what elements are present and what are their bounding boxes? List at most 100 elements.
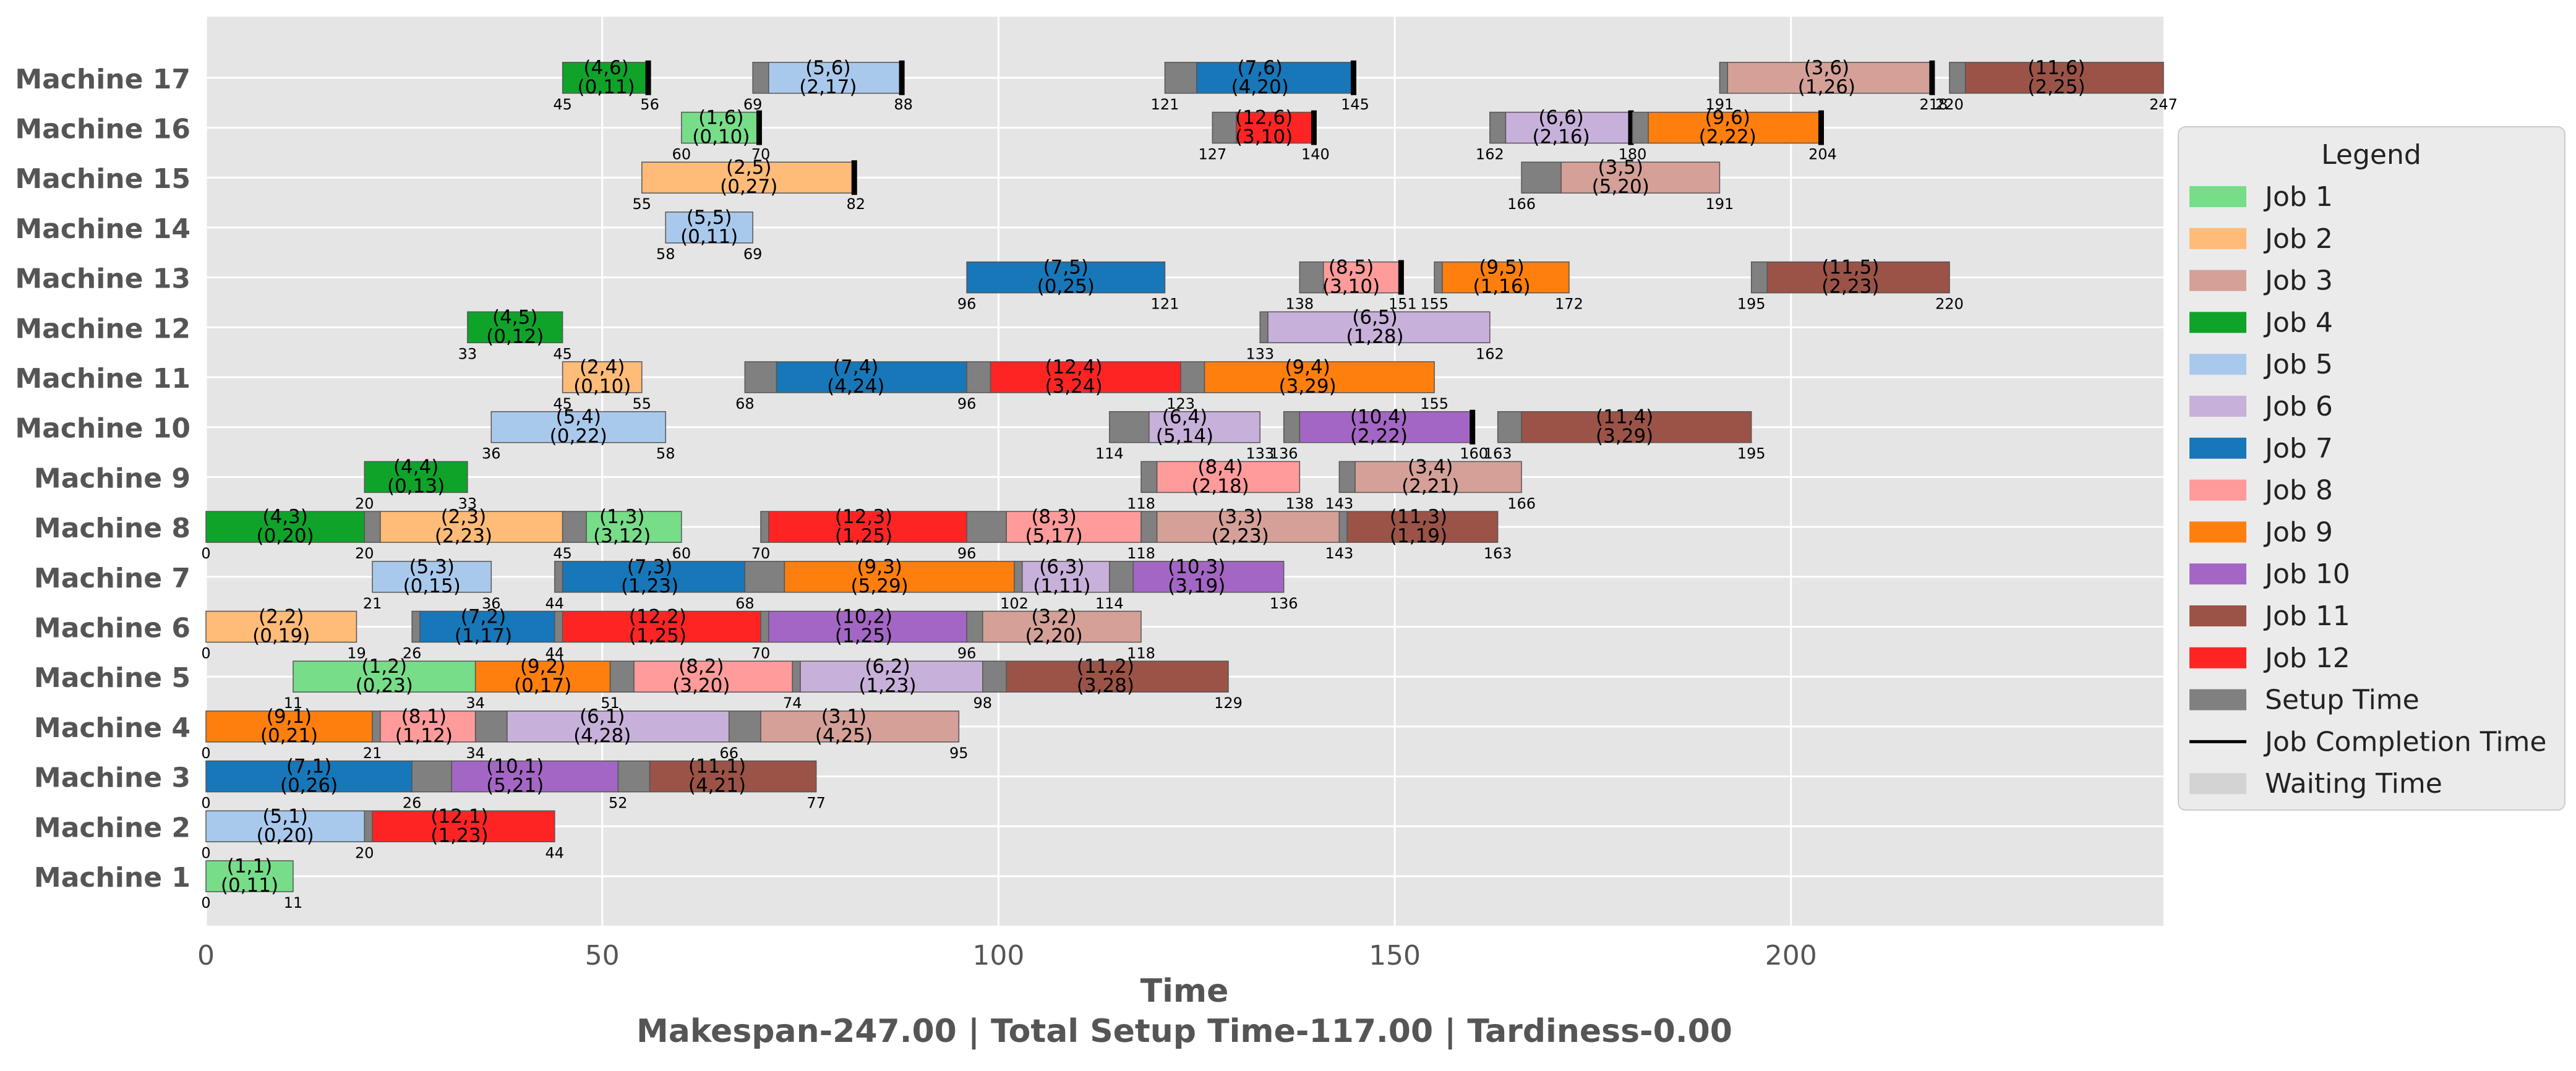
setup-bar xyxy=(1338,511,1348,543)
start-time-label: 60 xyxy=(672,146,691,163)
operation-label: (2,2) xyxy=(259,606,304,628)
operation-(2,4): (2,4)(0,10)45 55 xyxy=(553,356,651,412)
job-bar xyxy=(966,261,1166,294)
job-bar xyxy=(562,561,746,593)
operation-(11,4): (11,4)(3,29) 163 195 xyxy=(1484,406,1766,463)
operation-(7,3): (7,3)(1,23) 44 xyxy=(546,556,746,612)
operation-code: (1,12) xyxy=(395,725,453,747)
operation-label: (9,4) xyxy=(1285,356,1330,378)
machine-label: Machine 9 xyxy=(34,463,190,494)
end-time-label: 123 xyxy=(1166,395,1195,412)
operation-label: (1,3) xyxy=(599,506,645,528)
setup-bar xyxy=(1434,261,1443,294)
operation-code: (0,20) xyxy=(257,525,314,547)
operation-code: (3,20) xyxy=(672,675,730,697)
start-time-label: 136 xyxy=(1270,445,1298,463)
operation-(6,4): (6,4)(5,14) 114 133 xyxy=(1095,406,1274,463)
machine-label: Machine 16 xyxy=(15,114,190,145)
operation-label: (3,5) xyxy=(1598,156,1644,179)
end-time-label: 247 xyxy=(2149,96,2178,113)
completion-marker xyxy=(1929,60,1935,95)
setup-bar xyxy=(792,660,801,693)
operation-label: (11,3) xyxy=(1390,506,1447,528)
job-bar xyxy=(205,810,366,843)
operation-label: (1,6) xyxy=(698,107,744,129)
end-time-label: 77 xyxy=(807,795,826,812)
operation-code: (0,26) xyxy=(280,775,338,797)
legend-entry: Job 12 xyxy=(2189,642,2350,674)
start-time-label: 133 xyxy=(1246,345,1274,362)
operation-code: (1,28) xyxy=(1346,325,1403,348)
operation-code: (0,12) xyxy=(486,325,544,348)
setup-bar xyxy=(411,760,452,793)
operation-code: (2,16) xyxy=(1533,126,1590,148)
operation-label: (6,1) xyxy=(580,706,625,728)
setup-bar xyxy=(1489,111,1507,144)
start-time-label: 220 xyxy=(1935,96,1964,113)
setup-bar xyxy=(617,760,651,793)
job-bar xyxy=(507,710,730,743)
operation-code: (1,23) xyxy=(430,824,488,847)
operation-code: (1,25) xyxy=(629,625,687,647)
job-bar xyxy=(1006,660,1229,693)
setup-bar xyxy=(554,561,563,593)
completion-marker xyxy=(899,60,905,95)
start-time-label: 118 xyxy=(1127,545,1155,562)
operation-(3,1): (3,1)(4,25) 66 95 xyxy=(719,706,968,762)
operation-label: (5,5) xyxy=(687,207,732,229)
end-time-label: 151 xyxy=(1389,296,1417,313)
operation-code: (5,20) xyxy=(1592,176,1650,198)
legend-swatch xyxy=(2189,354,2246,375)
machine-label: Machine 1 xyxy=(34,862,190,894)
legend-label: Job 2 xyxy=(2263,223,2333,255)
operation-(6,3): (6,3)(1,11)102 xyxy=(1000,556,1110,612)
x-tick-label: 100 xyxy=(972,940,1024,971)
operation-code: (2,25) xyxy=(2027,76,2085,98)
legend-swatch xyxy=(2189,186,2246,207)
operation-(9,4): (9,4)(3,29) 155 xyxy=(1180,356,1448,412)
job-bar xyxy=(293,660,476,693)
operation-label: (4,4) xyxy=(393,456,439,478)
start-time-label: 21 xyxy=(363,745,382,762)
job-bar xyxy=(1727,62,1935,94)
machine-label: Machine 7 xyxy=(34,563,190,594)
job-bar xyxy=(205,511,366,543)
machine-label: Machine 13 xyxy=(15,263,190,295)
x-tick-label: 200 xyxy=(1765,940,1817,971)
operation-label: (7,4) xyxy=(833,356,879,378)
legend-box xyxy=(2178,126,2565,811)
start-time-label: 143 xyxy=(1325,545,1353,562)
setup-bar xyxy=(1140,461,1158,493)
operation-label: (7,1) xyxy=(286,756,332,778)
setup-bar xyxy=(744,361,777,393)
start-time-label: 70 xyxy=(751,645,771,662)
job-bar xyxy=(784,561,1015,593)
operation-label: (3,1) xyxy=(821,706,867,728)
operation-code: (0,15) xyxy=(403,575,461,597)
legend-entry: Job 4 xyxy=(2189,307,2333,338)
operation-(11,3): (11,3)(1,19) 143 163 xyxy=(1325,506,1512,562)
operation-label: (7,5) xyxy=(1043,257,1089,279)
job-bar xyxy=(1006,511,1142,543)
start-time-label: 45 xyxy=(553,395,572,412)
start-time-label: 0 xyxy=(201,894,210,911)
legend-label: Setup Time xyxy=(2265,685,2420,716)
start-time-label: 0 xyxy=(201,645,210,662)
end-time-label: 96 xyxy=(957,395,977,412)
start-time-label: 51 xyxy=(601,694,620,712)
job-bar xyxy=(1267,311,1491,344)
legend-swatch xyxy=(2189,521,2246,543)
start-time-label: 74 xyxy=(783,694,802,712)
legend-entry: Job 5 xyxy=(2189,349,2333,380)
operation-label: (11,5) xyxy=(1821,257,1879,279)
job-bar xyxy=(768,511,967,543)
start-time-label: 114 xyxy=(1095,595,1124,612)
operation-code: (0,17) xyxy=(514,675,571,697)
operation-(9,6): (9,6)(2,22) 204 xyxy=(1632,107,1837,163)
start-time-label: 102 xyxy=(1000,595,1029,612)
operation-label: (4,3) xyxy=(262,506,308,528)
operation-(7,5): (7,5)(0,25) 96 121 xyxy=(957,257,1179,313)
setup-bar xyxy=(1750,261,1768,294)
operation-code: (0,11) xyxy=(221,874,278,897)
operation-label: (8,3) xyxy=(1031,506,1077,528)
